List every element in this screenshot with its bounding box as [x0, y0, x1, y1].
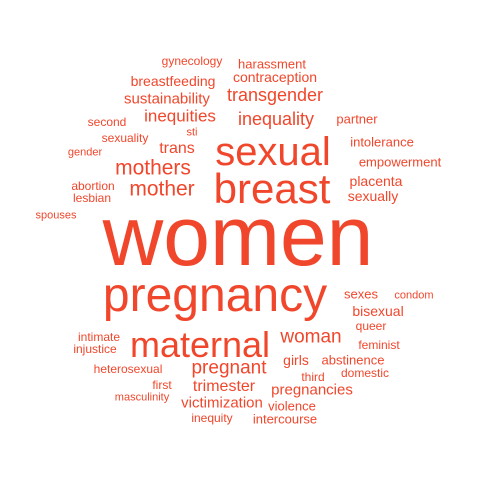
word-inequality: inequality [237, 109, 315, 129]
word-transgender: transgender [226, 85, 324, 105]
word-queer: queer [355, 319, 387, 333]
word-gynecology: gynecology [161, 54, 223, 68]
word-inequities: inequities [144, 106, 216, 126]
word-abstinence: abstinence [321, 352, 385, 368]
word-violence: violence [268, 398, 316, 414]
word-masculinity: masculinity [114, 391, 170, 404]
word-sexuality: sexuality [101, 131, 149, 145]
word-pregnancies: pregnancies [271, 381, 353, 399]
word-second: second [87, 115, 127, 129]
word-sexes: sexes [344, 286, 378, 302]
word-women: women [102, 189, 374, 283]
word-feminist: feminist [358, 338, 400, 352]
word-contraception: contraception [232, 69, 318, 85]
word-trans: trans [159, 140, 195, 157]
word-woman: woman [280, 326, 342, 348]
word-mothers: mothers [115, 156, 191, 180]
word-bisexual: bisexual [352, 303, 404, 319]
word-sexual: sexual [215, 130, 331, 174]
word-trimester: trimester [192, 378, 256, 395]
word-third: third [301, 370, 325, 384]
word-gender: gender [67, 146, 103, 159]
word-intolerance: intolerance [350, 134, 414, 150]
word-pregnancy: pregnancy [102, 269, 328, 322]
word-domestic: domestic [340, 366, 390, 380]
word-abortion: abortion [71, 179, 115, 193]
word-heterosexual: heterosexual [93, 362, 163, 376]
word-harassment: harassment [238, 56, 306, 72]
word-placenta: placenta [349, 173, 403, 189]
word-sexually: sexually [347, 188, 399, 204]
word-inequity: inequity [191, 411, 233, 425]
word-victimization: victimization [181, 394, 263, 412]
word-condom: condom [394, 289, 434, 302]
word-injustice: injustice [73, 342, 117, 356]
word-partner: partner [336, 111, 378, 127]
word-mother: mother [129, 177, 195, 201]
word-pregnant: pregnant [191, 357, 267, 379]
word-maternal: maternal [129, 324, 271, 365]
word-breastfeeding: breastfeeding [130, 73, 216, 89]
word-breast: breast [213, 165, 331, 212]
word-lesbian: lesbian [72, 191, 112, 205]
word-sti: sti [186, 126, 198, 139]
word-sustainability: sustainability [124, 90, 210, 108]
word-girls: girls [283, 352, 309, 368]
word-intimate: intimate [77, 330, 121, 344]
word-intercourse: intercourse [252, 411, 318, 427]
word-empowerment: empowerment [358, 154, 442, 170]
word-spouses: spouses [35, 209, 77, 222]
word-first: first [152, 378, 172, 392]
